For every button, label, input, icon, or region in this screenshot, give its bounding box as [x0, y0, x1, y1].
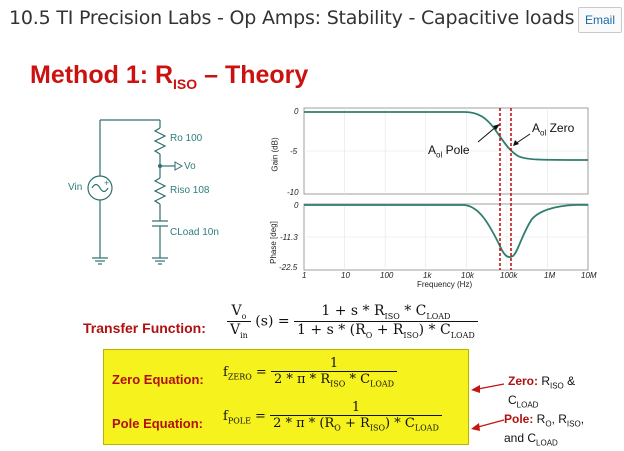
x-tick-100k: 100k	[500, 271, 518, 280]
vo-label: Vo	[184, 161, 196, 172]
phase-tick-2: -22.5	[279, 263, 298, 272]
phase-ylabel: Phase [deg]	[268, 221, 278, 264]
gain-ylabel: Gain (dB)	[270, 137, 280, 172]
x-tick-10: 10	[341, 271, 350, 280]
riso-label: Riso 108	[170, 185, 210, 196]
pole-note: Pole: RO, RISO, and CLOAD	[504, 412, 585, 448]
circuit-schematic	[87, 119, 184, 265]
phase-tick-0: 0	[294, 201, 299, 210]
x-tick-10m: 10M	[581, 271, 597, 280]
x-tick-1m: 1M	[544, 271, 556, 280]
pole-arrow	[477, 125, 498, 143]
aol-zero-label: Aol Zero	[532, 121, 575, 138]
video-title: 10.5 TI Precision Labs - Op Amps: Stabil…	[9, 7, 575, 29]
plus-sign: +	[104, 178, 110, 188]
phase-tick-1: -11.3	[280, 233, 298, 242]
phase-curve	[304, 203, 589, 258]
zero-equation-label: Zero Equation:	[112, 372, 204, 387]
x-tick-1k: 1k	[423, 271, 432, 280]
x-tick-1: 1	[302, 271, 307, 280]
aol-pole-label: Aol Pole	[428, 143, 470, 160]
x-axis-label: Frequency (Hz)	[417, 280, 473, 289]
gain-tick-2: -10	[287, 188, 299, 197]
x-tick-100: 100	[380, 271, 394, 280]
pole-equation-label: Pole Equation:	[112, 416, 203, 431]
zero-arrow	[514, 133, 531, 145]
bode-plot	[303, 107, 589, 271]
vin-label: Vin	[68, 182, 83, 193]
cload-label: CLoad 10n	[170, 227, 219, 238]
transfer-function-equation: Vo Vin (s) = 1 + s * RISO * CLOAD 1 + s * …	[227, 303, 478, 340]
ro-label: Ro 100	[170, 133, 203, 144]
email-button[interactable]: Email	[578, 7, 622, 33]
video-header: 10.5 TI Precision Labs - Op Amps: Stabil…	[0, 0, 624, 36]
gain-curve	[304, 111, 589, 161]
slide-title: Method 1: RISO – Theory	[30, 61, 309, 92]
note-arrows	[471, 383, 505, 431]
gain-tick-1: -5	[290, 147, 298, 156]
gain-tick-0: 0	[294, 107, 299, 116]
transfer-function-label: Transfer Function:	[83, 320, 206, 336]
zero-note: Zero: RISO & CLOAD	[508, 374, 576, 410]
equation-box	[103, 349, 469, 445]
x-tick-10k: 10k	[461, 271, 474, 280]
